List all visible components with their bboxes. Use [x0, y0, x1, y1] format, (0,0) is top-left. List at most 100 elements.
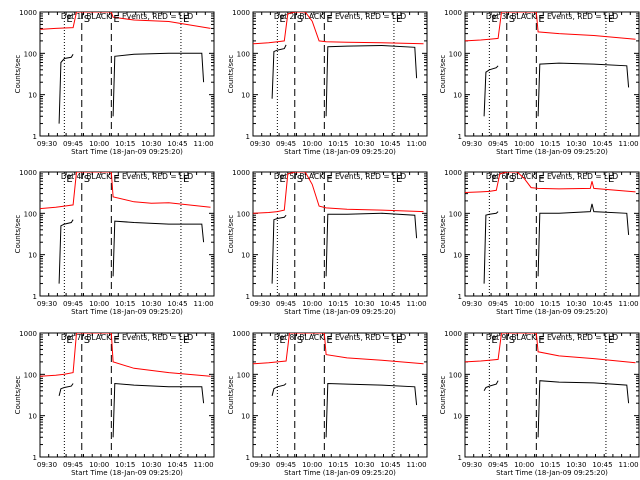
panel-3-y-axis-label: Counts/sec: [439, 55, 447, 94]
panel-6-x-tick-label: 09:30: [462, 300, 482, 308]
panel-1-data-area: [40, 12, 211, 136]
panel-1-x-axis-label: Start Time (18-Jan-09 09:25:20): [71, 148, 183, 156]
panel-7-title: Det 7f BLACK = Events, RED = LLD: [61, 333, 194, 342]
panel-1-y-tick-label: 1: [33, 133, 37, 141]
panel-3-marker-label: E: [538, 14, 544, 25]
panel-3-x-tick-label: 09:45: [488, 140, 508, 148]
panel-3-x-tick-label: 11:00: [618, 140, 638, 148]
panel-2-y-tick-label: 10: [241, 92, 250, 100]
panel-9-marker-label: S: [509, 335, 515, 346]
panel-det-5: 1 10 100 1000 09:30 09:45 10:00 10:15 10:30 10:45…: [227, 169, 428, 316]
panel-6-x-tick-label: 10:00: [514, 300, 534, 308]
panel-8-y-tick-label: 10: [241, 413, 250, 421]
panel-2-y-tick-label: 100: [237, 50, 250, 58]
panel-1-x-tick-label: 10:45: [167, 140, 187, 148]
panel-4-title: Det 4f BLACK = Events, RED = LLD: [61, 172, 194, 181]
panel-9-marker-label: E: [608, 335, 614, 346]
panel-9-x-axis-label: Start Time (18-Jan-09 09:25:20): [496, 469, 608, 477]
panel-9-y-tick-label: 1000: [444, 330, 462, 338]
panel-6-x-tick-label: 09:45: [488, 300, 508, 308]
panel-4-x-tick-label: 10:15: [115, 300, 135, 308]
panel-4-x-tick-label: 10:45: [167, 300, 187, 308]
panel-det-8: 1 10 100 1000 09:30 09:45 10:00 10:15 10:30 10:45…: [227, 330, 428, 477]
panel-3-plot-frame: [464, 11, 640, 137]
panel-4-y-tick-label: 1000: [19, 169, 37, 177]
panel-1-y-tick-label: 1000: [19, 9, 37, 17]
panel-7-y-tick-label: 100: [24, 371, 37, 379]
panel-4-y-tick-label: 100: [24, 210, 37, 218]
panel-6-y-tick-label: 1: [458, 293, 462, 301]
panel-7-series-line-2: [58, 382, 205, 438]
panel-3-x-tick-label: 10:30: [566, 140, 586, 148]
panel-2-x-tick-label: 10:30: [354, 140, 374, 148]
panel-5-marker-label: E: [396, 174, 402, 185]
panel-8-y-axis-label: Counts/sec: [227, 376, 235, 415]
panel-1-y-tick-label: 10: [28, 92, 37, 100]
panel-5-x-tick-label: 10:45: [380, 300, 400, 308]
panel-7-marker-label: E: [183, 335, 189, 346]
panel-7-y-tick-label: 1000: [19, 330, 37, 338]
panel-3-data-area: [465, 12, 636, 136]
panel-8-x-tick-label: 10:00: [302, 461, 322, 469]
panel-2-series-line-1: [253, 12, 424, 45]
panel-3-y-tick-label: 1: [458, 133, 462, 141]
panel-8-x-tick-label: 11:00: [406, 461, 426, 469]
panel-1-title: Det 1f BLACK = Events, RED = LLD: [61, 12, 194, 21]
panel-9-series-line-2: [483, 380, 630, 438]
panel-4-data-area: [40, 172, 211, 296]
panel-det-3: 1 10 100 1000 09:30 09:45 10:00 10:15 10:30 10:45…: [439, 9, 640, 156]
panel-7-x-tick-label: 10:15: [115, 461, 135, 469]
panel-9-x-tick-label: 10:45: [592, 461, 612, 469]
panel-3-x-tick-label: 10:00: [514, 140, 534, 148]
panel-det-2: 1 10 100 1000 09:30 09:45 10:00 10:15 10:30 10:45…: [227, 9, 428, 156]
panel-6-plot-frame: [464, 171, 640, 297]
panel-3-series-line-2: [483, 62, 630, 117]
panel-2-x-tick-label: 09:45: [276, 140, 296, 148]
panel-7-y-axis-label: Counts/sec: [14, 376, 22, 415]
panel-4-x-tick-label: 10:00: [89, 300, 109, 308]
panel-1-x-tick-label: 10:15: [115, 140, 135, 148]
panel-7-marker-label: E: [113, 335, 119, 346]
panel-8-plot-frame: [252, 332, 428, 458]
panel-4-x-tick-label: 11:00: [193, 300, 213, 308]
panel-9-x-tick-label: 10:00: [514, 461, 534, 469]
panel-5-title: Det 5f BLACK = Events, RED = LLD: [274, 172, 407, 181]
panel-4-marker-label: S: [84, 174, 90, 185]
panel-2-marker-label: E: [326, 14, 332, 25]
panel-1-y-tick-label: 100: [24, 50, 37, 58]
panel-det-1: 1 10 100 1000 09:30 09:45 10:00 10:15 10:30 10:45…: [14, 9, 215, 156]
panel-6-x-tick-label: 10:30: [566, 300, 586, 308]
panel-6-y-tick-label: 1000: [444, 169, 462, 177]
panel-9-y-tick-label: 100: [449, 371, 462, 379]
panel-7-marker-label: S: [84, 335, 90, 346]
panel-4-y-tick-label: 10: [28, 252, 37, 260]
panel-8-series-line-1: [253, 333, 424, 365]
panel-8-marker-label: S: [297, 335, 303, 346]
panel-9-x-tick-label: 10:15: [540, 461, 560, 469]
panel-6-y-tick-label: 100: [449, 210, 462, 218]
panel-5-x-tick-label: 09:30: [250, 300, 270, 308]
panel-1-y-axis-label: Counts/sec: [14, 55, 22, 94]
panel-1-marker-label: E: [66, 14, 72, 25]
panel-9-x-tick-label: 11:00: [618, 461, 638, 469]
panel-1-x-tick-label: 11:00: [193, 140, 213, 148]
panel-6-marker-label: E: [608, 174, 614, 185]
panel-6-x-axis-label: Start Time (18-Jan-09 09:25:20): [496, 308, 608, 316]
panel-6-x-tick-label: 11:00: [618, 300, 638, 308]
panel-2-marker-label: E: [279, 14, 285, 25]
panel-8-x-tick-label: 10:15: [328, 461, 348, 469]
panel-9-x-tick-label: 09:30: [462, 461, 482, 469]
panel-7-x-tick-label: 10:30: [141, 461, 161, 469]
panel-4-plot-frame: [39, 171, 215, 297]
panel-8-y-tick-label: 100: [237, 371, 250, 379]
panel-2-y-tick-label: 1: [246, 133, 250, 141]
panel-8-data-area: [253, 333, 424, 457]
panel-9-plot-frame: [464, 332, 640, 458]
panel-3-marker-label: E: [608, 14, 614, 25]
panel-1-series-line-2: [58, 52, 205, 124]
panel-1-marker-label: E: [113, 14, 119, 25]
panel-5-y-tick-label: 1: [246, 293, 250, 301]
panel-1-marker-label: E: [183, 14, 189, 25]
panel-6-y-axis-label: Counts/sec: [439, 215, 447, 254]
